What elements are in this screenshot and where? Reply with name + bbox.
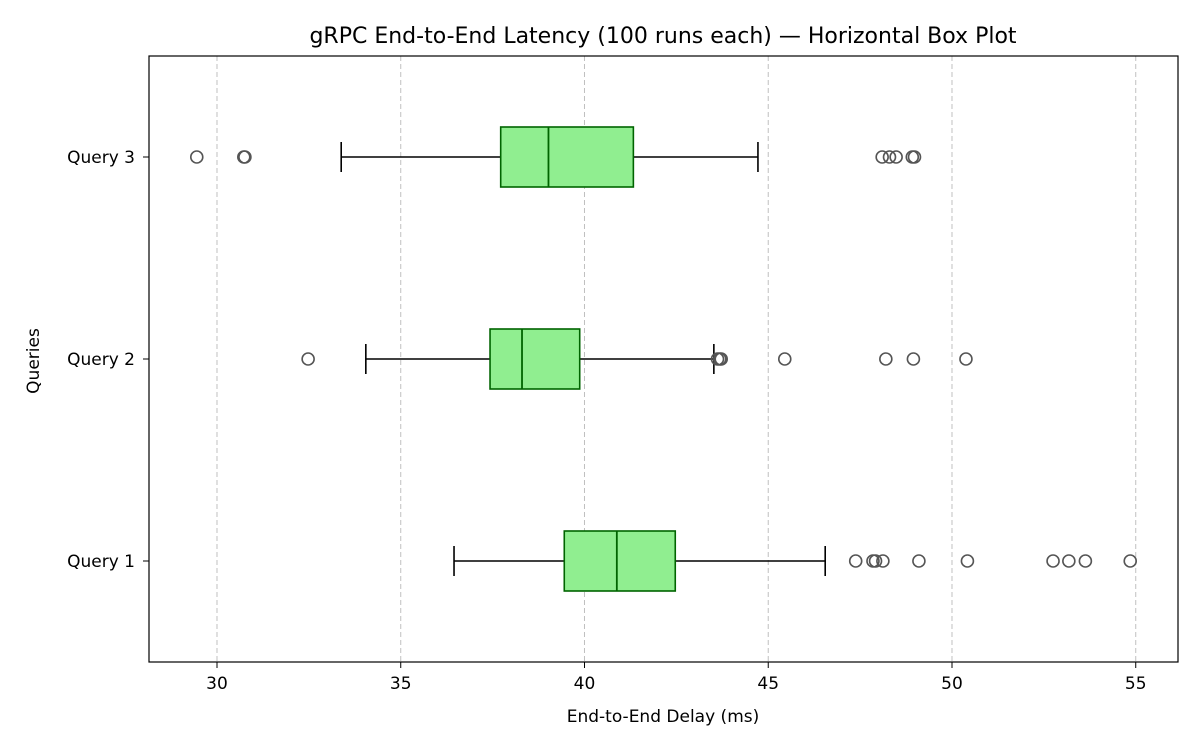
outlier-point-1-1	[848, 554, 863, 568]
outlier-point-2-4	[714, 352, 728, 366]
x-tick-label-3: 45	[757, 674, 779, 694]
outlier-point-2-7	[906, 352, 921, 366]
x-tick-label-5: 55	[1125, 674, 1147, 694]
x-tick-label-0: 30	[206, 674, 228, 694]
outlier-point-2-1	[301, 352, 315, 366]
outlier-point-1-9	[1078, 554, 1093, 568]
outlier-point-3-4	[875, 150, 889, 164]
x-tick-label-4: 50	[941, 674, 963, 694]
box-layer	[189, 126, 1138, 592]
box-iqr-3	[499, 126, 635, 188]
outlier-point-3-1	[189, 150, 204, 164]
outlier-point-1-4	[876, 554, 890, 568]
outlier-point-1-8	[1062, 554, 1076, 568]
x-tick-label-1: 35	[390, 674, 412, 694]
outlier-point-1-3	[868, 554, 883, 568]
outlier-point-3-8	[907, 150, 922, 164]
outlier-point-2-6	[879, 352, 893, 366]
outlier-point-1-10	[1123, 554, 1138, 568]
y-tick-label-2: Query 3	[67, 148, 135, 168]
box-iqr-1	[563, 530, 677, 592]
outlier-point-2-5	[777, 352, 792, 366]
y-axis-label: Queries	[24, 328, 44, 394]
box-group-1	[453, 530, 1138, 592]
outlier-point-3-5	[882, 150, 897, 164]
outlier-point-3-3	[238, 150, 252, 164]
x-axis-label: End-to-End Delay (ms)	[567, 707, 760, 727]
outlier-point-1-5	[912, 554, 926, 568]
box-group-3	[189, 126, 922, 188]
y-tick-label-0: Query 1	[67, 552, 135, 572]
outlier-point-3-6	[889, 150, 903, 164]
y-tick-label-1: Query 2	[67, 350, 135, 370]
outlier-point-1-6	[960, 554, 975, 568]
tick-layer: 30 35 40 45 50 55 Query 1 Query 2 Query 3	[67, 148, 1146, 694]
box-iqr-2	[489, 328, 581, 390]
x-tick-label-2: 40	[574, 674, 596, 694]
chart-title: gRPC End-to-End Latency (100 runs each) …	[309, 24, 1016, 49]
outlier-point-2-8	[959, 352, 973, 366]
outlier-point-1-7	[1046, 554, 1060, 568]
box-group-2	[301, 328, 973, 390]
